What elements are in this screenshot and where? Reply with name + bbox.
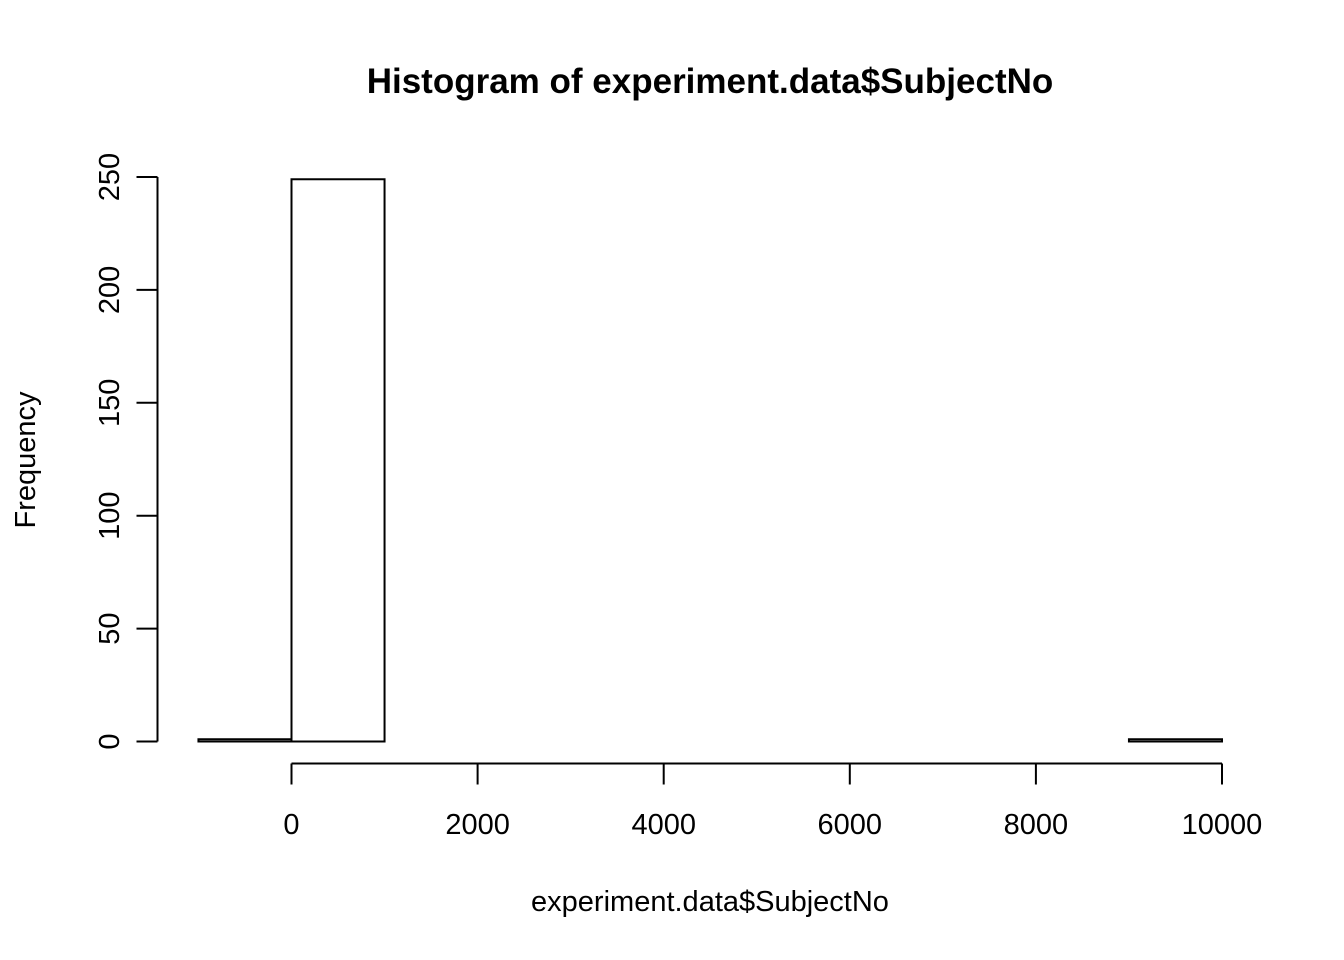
x-tick-label: 6000: [818, 809, 883, 841]
y-tick-label: 150: [94, 379, 126, 427]
y-axis-label: Frequency: [10, 391, 42, 529]
x-tick-label: 2000: [445, 809, 510, 841]
x-tick-label: 8000: [1004, 809, 1069, 841]
x-axis-label: experiment.data$SubjectNo: [531, 886, 889, 918]
y-tick-label: 100: [94, 492, 126, 540]
y-tick-label: 50: [94, 612, 126, 644]
x-tick-label: 10000: [1182, 809, 1263, 841]
y-tick-label: 0: [94, 733, 126, 749]
x-axis: 0 2000 4000 6000 8000 10000: [283, 762, 1263, 841]
chart-title: Histogram of experiment.data$SubjectNo: [367, 62, 1054, 101]
x-tick-label: 0: [283, 809, 299, 841]
y-tick-label: 200: [94, 266, 126, 314]
y-axis: 0 50 100 150 200 250: [94, 153, 159, 750]
y-tick-label: 250: [94, 153, 126, 201]
x-tick-label: 4000: [631, 809, 696, 841]
histogram-bars: [197, 178, 1223, 743]
histogram-bar: [197, 738, 293, 743]
histogram-bar: [1127, 738, 1223, 743]
histogram-bar: [290, 178, 386, 743]
